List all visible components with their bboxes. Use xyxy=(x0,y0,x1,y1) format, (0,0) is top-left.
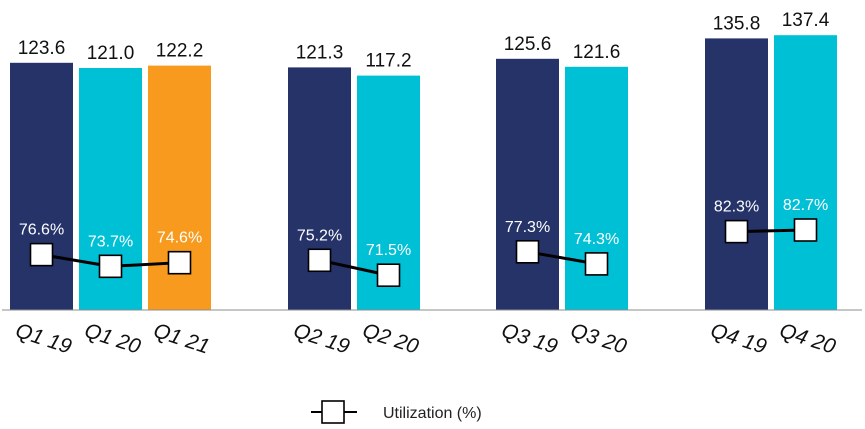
bar xyxy=(288,67,351,311)
category-label: Q4 20 xyxy=(777,319,839,359)
category-label: Q1 21 xyxy=(151,319,213,359)
category-label: Q3 20 xyxy=(568,319,630,359)
utilization-marker xyxy=(724,219,749,244)
bar-value-label: 121.6 xyxy=(573,42,621,63)
utilization-label: 76.6% xyxy=(19,222,64,239)
utilization-label: 74.3% xyxy=(574,231,619,248)
category-label: Q2 20 xyxy=(360,319,422,359)
bars-layer xyxy=(10,35,837,311)
utilization-label: 75.2% xyxy=(297,227,342,244)
utilization-label: 82.7% xyxy=(783,197,828,214)
utilization-marker xyxy=(29,242,54,267)
bar xyxy=(774,35,837,310)
bar xyxy=(496,58,559,310)
bar-value-label: 137.4 xyxy=(782,10,830,31)
utilization-label: 82.3% xyxy=(714,199,759,216)
bar-value-label: 117.2 xyxy=(365,51,411,72)
legend: Utilization (%) xyxy=(311,400,482,424)
utilization-marker xyxy=(793,218,818,242)
category-label: Q2 19 xyxy=(291,319,353,359)
utilization-marker xyxy=(98,254,123,279)
bar-value-label: 122.2 xyxy=(156,41,204,62)
utilization-label: 73.7% xyxy=(88,233,133,250)
bar xyxy=(10,62,73,310)
utilization-marker xyxy=(307,248,332,273)
bar-value-label: 121.3 xyxy=(296,42,344,63)
utilization-label: 74.6% xyxy=(157,230,202,247)
utilization-label: 71.5% xyxy=(366,242,411,259)
category-label: Q4 19 xyxy=(708,319,770,359)
legend-marker-icon xyxy=(321,400,345,424)
bar-value-label: 123.6 xyxy=(18,38,66,59)
utilization-marker xyxy=(376,263,401,287)
legend-label: Utilization (%) xyxy=(383,405,482,422)
bar-value-label: 135.8 xyxy=(713,13,761,34)
bar-value-label: 125.6 xyxy=(504,34,552,55)
utilization-lines-layer xyxy=(29,218,818,287)
bar xyxy=(705,38,768,311)
category-label: Q1 20 xyxy=(82,319,144,359)
utilization-marker xyxy=(167,250,192,275)
utilization-label: 77.3% xyxy=(505,219,550,236)
utilization-marker xyxy=(515,239,540,264)
bar-value-label: 121.0 xyxy=(87,43,135,64)
category-label: Q1 19 xyxy=(13,319,75,359)
category-label: Q3 19 xyxy=(499,319,561,359)
utilization-marker xyxy=(584,252,609,276)
